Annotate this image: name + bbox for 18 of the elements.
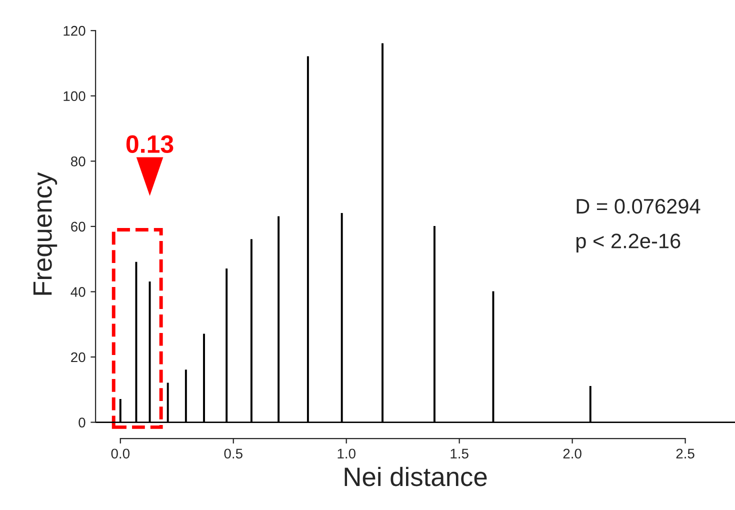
x-tick-label: 2.5 (676, 448, 694, 459)
x-tick-label: 0.5 (224, 448, 242, 459)
x-tick-label: 2.0 (563, 448, 582, 459)
annotation: p < 2.2e-16 (576, 234, 680, 252)
y-tick-label: 120 (64, 26, 86, 36)
y-tick-label: 80 (70, 156, 86, 166)
annotation: D = 0.076294 (576, 198, 700, 214)
x-axis-title: Nei distance (344, 466, 487, 486)
y-tick-label: 60 (71, 222, 86, 232)
y-axis-title: Frequency (33, 172, 58, 295)
y-tick-label: 20 (71, 352, 86, 362)
y-tick-label: 40 (70, 287, 86, 297)
x-tick-label: 1.0 (338, 448, 356, 459)
x-tick-label: 0.0 (111, 448, 130, 459)
y-tick-label: 100 (64, 91, 86, 102)
x-tick-label: 1.5 (450, 448, 468, 459)
y-tick-label: 0 (78, 418, 86, 428)
annotation: 0.13 (126, 135, 174, 153)
